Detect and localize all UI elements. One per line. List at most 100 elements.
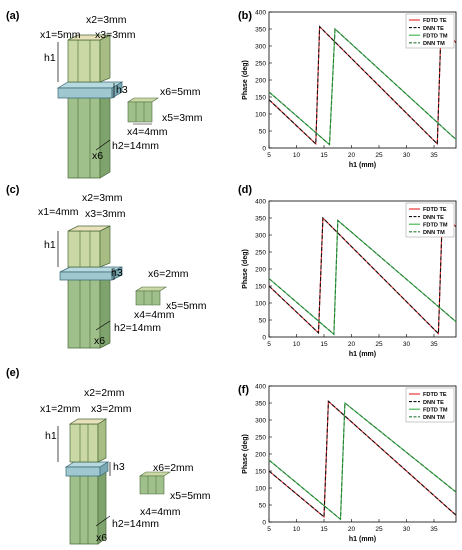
- panel-label: (a): [6, 10, 20, 22]
- y-axis-label: Phase (deg): [242, 434, 249, 474]
- legend-item: FDTD TM: [423, 222, 448, 228]
- dim-h1: h1: [44, 239, 56, 251]
- phase-chart: 0 50 100 150 200 250 300 350 400 5 10 15 20 25 30 35 h1 …: [242, 199, 457, 358]
- dim-x1: x1=5mm: [40, 29, 81, 41]
- dim-h3: h3: [116, 84, 128, 96]
- dim-x6: x6=2mm: [148, 268, 189, 280]
- x-tick-label: 30: [403, 152, 411, 159]
- x-tick-label: 15: [320, 526, 328, 533]
- y-tick-label: 200: [255, 78, 266, 85]
- y-tick-label: 200: [255, 267, 266, 274]
- chart-panel-b: (b) 0 50 100 150 200 250 300 350 400 5 10 15 20 25 30 3…: [235, 0, 462, 183]
- panel-label: (c): [6, 184, 20, 196]
- dim-x4: x4=4mm: [134, 309, 175, 321]
- x-tick-label: 25: [375, 341, 383, 348]
- y-tick-label: 0: [262, 146, 266, 153]
- dim-x3: x3=2mm: [91, 403, 132, 415]
- dim-h1: h1: [44, 52, 56, 64]
- y-tick-label: 250: [255, 435, 266, 442]
- y-tick-label: 50: [259, 129, 267, 136]
- x-axis-label: h1 (mm): [349, 351, 376, 358]
- y-tick-label: 300: [255, 418, 266, 425]
- y-tick-label: 400: [255, 199, 266, 206]
- y-tick-label: 0: [262, 335, 266, 342]
- x-tick-label: 30: [403, 341, 411, 348]
- x-tick-label: 25: [375, 526, 383, 533]
- legend-item: DNN TE: [423, 215, 444, 221]
- legend-item: FDTD TM: [423, 407, 448, 413]
- y-tick-label: 350: [255, 401, 266, 408]
- dim-x6-bottom: x6: [96, 532, 108, 544]
- legend-item: DNN TM: [423, 230, 445, 236]
- dim-x2: x2=3mm: [82, 192, 123, 204]
- dim-x1: x1=4mm: [38, 206, 79, 218]
- y-tick-label: 50: [259, 318, 267, 325]
- panel-label: (e): [6, 367, 20, 379]
- dim-x6: x6=5mm: [160, 86, 201, 98]
- series-line-dnn-tm: [268, 219, 457, 336]
- unit-cell-diagram: [56, 34, 159, 179]
- dim-x6-bottom: x6: [92, 150, 104, 162]
- y-tick-label: 300: [255, 233, 266, 240]
- y-tick-label: 250: [255, 250, 266, 257]
- x-tick-label: 5: [267, 341, 271, 348]
- dim-x1: x1=2mm: [40, 403, 81, 415]
- panel-label: (f): [238, 384, 249, 396]
- x-tick-label: 10: [293, 526, 301, 533]
- unit-cell-diagram: [57, 225, 167, 349]
- y-tick-label: 400: [255, 384, 266, 391]
- x-tick-label: 35: [430, 152, 438, 159]
- panel-e: (e) x2=2mm x1=2mm x3=2mm h1 h3 x6=2mm x5…: [0, 366, 235, 550]
- x-axis-label: h1 (mm): [349, 162, 376, 169]
- legend-item: DNN TM: [423, 415, 445, 421]
- y-tick-label: 100: [255, 301, 266, 308]
- series-line-dnn-tm: [268, 401, 457, 521]
- dim-x6-bottom: x6: [94, 335, 106, 347]
- series-line-dnn-te: [268, 400, 457, 519]
- y-tick-label: 150: [255, 284, 266, 291]
- dim-h3: h3: [113, 461, 125, 473]
- y-tick-label: 0: [262, 520, 266, 527]
- x-tick-label: 10: [293, 341, 301, 348]
- x-tick-label: 20: [348, 526, 356, 533]
- phase-chart: 0 50 100 150 200 250 300 350 400 5 10 15 20 25 30 35 h1 …: [242, 10, 457, 169]
- x-tick-label: 25: [375, 152, 383, 159]
- y-tick-label: 350: [255, 216, 266, 223]
- y-axis-label: Phase (deg): [242, 60, 249, 100]
- dim-x4: x4=4mm: [140, 506, 181, 518]
- dim-x3: x3=3mm: [85, 208, 126, 220]
- chart-panel-f: (f) 0 50 100 150 200 250 300 350 400 5 10 15 20 25 30 3…: [235, 366, 462, 550]
- x-tick-label: 20: [348, 341, 356, 348]
- y-tick-label: 200: [255, 452, 266, 459]
- legend-item: DNN TE: [423, 26, 444, 32]
- x-tick-label: 20: [348, 152, 356, 159]
- y-tick-label: 300: [255, 44, 266, 51]
- chart-panel-d: (d) 0 50 100 150 200 250 300 350 400 5 10 15 20 25 30 3…: [235, 183, 462, 366]
- dim-x3: x3=3mm: [95, 29, 136, 41]
- y-tick-label: 100: [255, 112, 266, 119]
- panel-c: (c) x2=3mm x1=4mm x3=3mm h1 h3 x6=2mm x5…: [0, 183, 235, 366]
- legend-item: FDTD TM: [423, 33, 448, 39]
- legend-item: FDTD TE: [423, 207, 447, 213]
- y-tick-label: 150: [255, 469, 266, 476]
- dim-x5: x5=3mm: [162, 112, 203, 124]
- x-tick-label: 15: [320, 341, 328, 348]
- x-tick-label: 10: [293, 152, 301, 159]
- panel-a: (a) x2=3mm x1=5mm x3=3mm h1 h3 x6=5mm x5…: [0, 0, 235, 183]
- x-tick-label: 35: [430, 526, 438, 533]
- y-tick-label: 350: [255, 27, 266, 34]
- dim-h2: h2=14mm: [112, 518, 159, 530]
- dim-h1: h1: [45, 430, 57, 442]
- series-line-dnn-tm: [268, 27, 457, 146]
- y-tick-label: 150: [255, 95, 266, 102]
- dim-x5: x5=5mm: [166, 300, 207, 312]
- panel-label: (b): [238, 10, 253, 22]
- series-line-dnn-te: [268, 215, 457, 335]
- y-tick-label: 100: [255, 486, 266, 493]
- dim-h2: h2=14mm: [112, 140, 159, 152]
- y-axis-label: Phase (deg): [242, 249, 249, 289]
- dim-h2: h2=14mm: [114, 322, 161, 334]
- x-tick-label: 30: [403, 526, 411, 533]
- y-tick-label: 400: [255, 10, 266, 17]
- panel-label: (d): [238, 184, 253, 196]
